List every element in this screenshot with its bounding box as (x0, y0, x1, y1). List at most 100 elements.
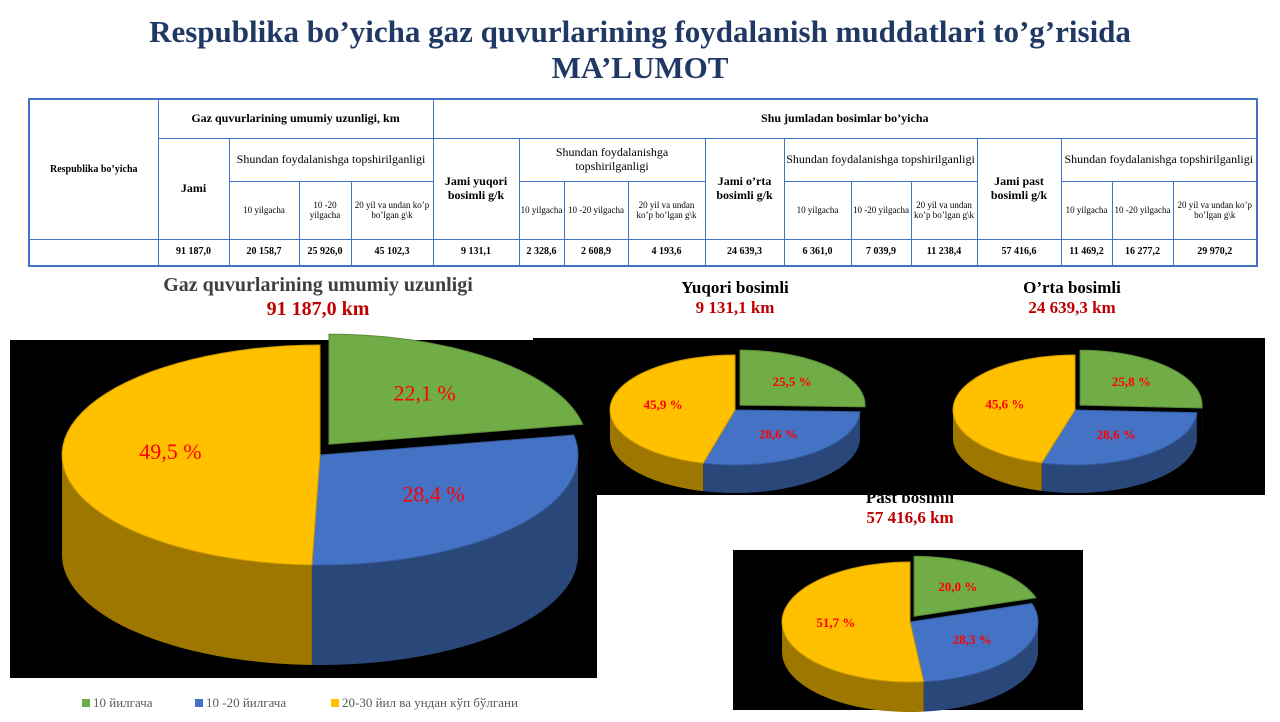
table-cell: Shundan foydalanishga topshirilganligi (228, 137, 434, 182)
table-row: Jami Shundan foydalanishga topshirilganli… (29, 137, 1258, 240)
table-cell: 20 yil va undan ko’p bo’lgan g\k (627, 180, 706, 240)
table-cell: 10 -20 yilgacha (298, 180, 352, 240)
slide-title: Respublika bo’yicha gaz quvurlarining fo… (149, 14, 1131, 49)
slice-top (1079, 349, 1203, 409)
table-cell: 16 277,2 (1111, 238, 1174, 266)
pie-slice (328, 333, 584, 445)
chart-subtitle: 9 131,1 km (696, 298, 775, 317)
chart-subtitle: 91 187,0 km (267, 298, 370, 320)
slice-side (782, 622, 924, 712)
legend-swatch (195, 699, 203, 707)
chart-title: Yuqori bosimli (681, 278, 789, 297)
chart-title: O’rta bosimli (1023, 278, 1121, 297)
table-cell: 7 039,9 (850, 238, 912, 266)
data-label: 51,7 % (816, 615, 855, 630)
pie-slice (909, 602, 1039, 712)
data-label: 45,6 % (985, 397, 1024, 412)
table-cell: Respublika bo’yicha (28, 98, 159, 240)
table-cell: 6 361,0 (783, 238, 852, 266)
table-cell: 20 158,7 (228, 238, 300, 266)
slice-top (913, 555, 1037, 617)
pie-slice (913, 555, 1037, 617)
table-cell: 91 187,0 (157, 238, 230, 266)
chart-subtitle: 57 416,6 km (866, 508, 953, 527)
table-cell: 10 -20 yilgacha (850, 180, 912, 240)
table-cell: 10 -20 yilgacha (563, 180, 629, 240)
table-cell: 9 131,1 (432, 238, 520, 266)
table-cell: 20 yil va undan ko’p bo’lgan g\k (350, 180, 434, 240)
slice-side (953, 410, 1042, 491)
legend-label: 20-30 йил ва ундан кўп бўлгани (342, 695, 518, 710)
slice-side (311, 455, 578, 665)
table-cell: Shundan foydalanishga topshirilganligi (518, 137, 706, 182)
legend-swatch (82, 699, 90, 707)
table-cell: 20 yil va undan ko’p bo’lgan g\k (910, 180, 978, 240)
data-label: 25,8 % (1112, 374, 1151, 389)
pie-slice (1040, 409, 1198, 493)
table-cell: Jami yuqori bosimli g/k (432, 137, 520, 240)
pie-slice (952, 354, 1076, 491)
table-cell: 45 102,3 (350, 238, 434, 266)
pie-slice (1079, 349, 1203, 436)
table-row: 10 yilgacha 10 -20 yilgacha 20 yil va unda… (29, 180, 1258, 240)
data-table: Respublika bo’yicha Gaz quvurlarining umu… (28, 98, 1259, 267)
pie-slice (739, 349, 866, 435)
table-cell: 29 970,2 (1172, 238, 1258, 266)
slice-side (703, 411, 860, 493)
slice-top (609, 354, 736, 464)
pie-slice (311, 434, 579, 665)
data-label: 28,4 % (402, 482, 464, 507)
slice-side (610, 410, 704, 492)
chart-subtitle: 24 639,3 km (1028, 298, 1115, 317)
slice-top (61, 344, 321, 566)
table-row: 91 187,0 20 158,7 25 926,0 45 102,3 9 131,1 2… (28, 238, 1258, 266)
table-cell: 10 yilgacha (518, 180, 565, 240)
table-row: Respublika bo’yicha Gaz quvurlarining umu… (28, 98, 1258, 240)
pie-slice (609, 354, 736, 492)
table-cell: 10 yilgacha (228, 180, 300, 240)
pie-slice (61, 344, 321, 665)
table-cell: 24 639,3 (704, 238, 785, 266)
pie-slice (781, 561, 925, 712)
slice-top (311, 434, 579, 566)
slice-side (923, 622, 1038, 712)
data-label: 28,6 % (1097, 427, 1136, 442)
table-cell: 20 yil va undan ko’p bo’lgan g\k (1172, 180, 1258, 240)
table-cell: 4 193,6 (627, 238, 706, 266)
data-label: 45,9 % (644, 397, 683, 412)
slice-side (62, 455, 312, 665)
slice-side (1041, 412, 1197, 493)
table-cell: Jami o’rta bosimli g/k (704, 137, 785, 240)
table-cell (28, 238, 159, 266)
table-cell: 57 416,6 (976, 238, 1062, 266)
table-cell: 11 469,2 (1060, 238, 1113, 266)
slice-top (1040, 409, 1198, 466)
table-cell: 10 -20 yilgacha (1111, 180, 1174, 240)
chart-title: Past bosimli (866, 488, 955, 507)
pie-slice (702, 409, 861, 493)
data-label: 28,6 % (759, 427, 798, 442)
table-cell: 10 yilgacha (783, 180, 852, 240)
legend-label: 10 йилгача (93, 695, 153, 710)
slide-subtitle: MA’LUMOT (551, 50, 729, 85)
slice-top (328, 333, 584, 445)
slice-top (909, 602, 1039, 683)
table-cell: Shundan foydalanishga topshirilganligi (1060, 137, 1258, 182)
data-label: 28,3 % (953, 632, 992, 647)
slice-top (739, 349, 866, 408)
chart-title: Gaz quvurlarining umumiy uzunligi (163, 274, 473, 296)
data-label: 20,0 % (938, 579, 977, 594)
table-cell: Shu jumladan bosimlar bo’yicha (432, 98, 1258, 139)
data-label: 49,5 % (139, 439, 201, 464)
table-cell: 25 926,0 (298, 238, 352, 266)
table-cell: 11 238,4 (910, 238, 978, 266)
slice-top (952, 354, 1076, 464)
data-label: 22,1 % (394, 380, 456, 405)
slice-top (781, 561, 925, 683)
table-cell: Jami past bosimli g/k (976, 137, 1062, 240)
legend-label: 10 -20 йилгача (206, 695, 286, 710)
data-label: 25,5 % (773, 374, 812, 389)
legend-swatch (331, 699, 339, 707)
